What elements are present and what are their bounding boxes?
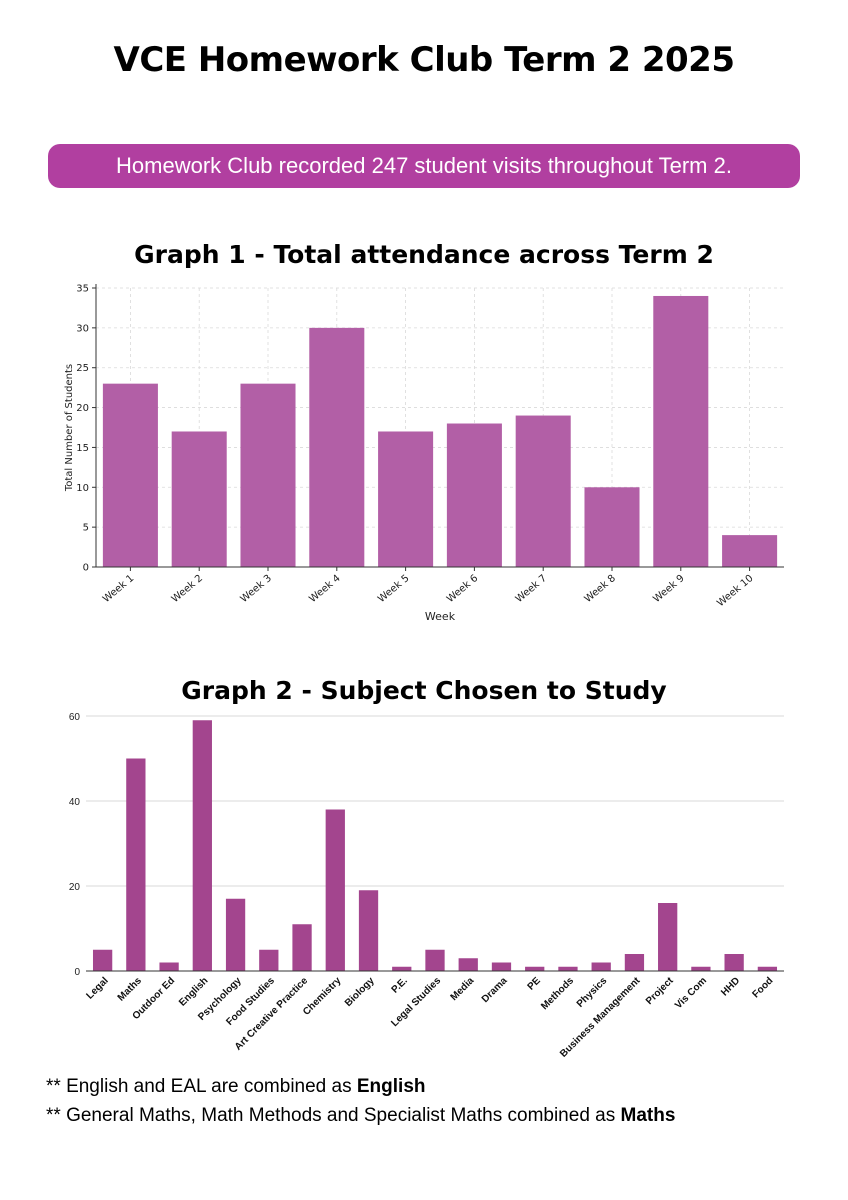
bar (325, 809, 345, 971)
y-tick-label: 20 (69, 882, 81, 893)
x-tick-label: P.E. (390, 975, 410, 995)
y-axis-label: Total Number of Students (64, 364, 75, 492)
bar (292, 924, 312, 971)
bar (724, 954, 744, 971)
x-tick-label: Drama (480, 975, 510, 1005)
bar (392, 966, 412, 971)
bar (446, 423, 502, 567)
bar (722, 535, 778, 567)
bar (259, 949, 279, 971)
bar (624, 954, 645, 971)
y-tick-label: 25 (76, 363, 89, 374)
footnote-maths: ** General Maths, Math Methods and Speci… (46, 1105, 676, 1126)
bar (192, 720, 212, 971)
subject-chart-title: Graph 2 - Subject Chosen to Study (181, 676, 667, 705)
x-tick-label: Biology (343, 975, 377, 1009)
bar (171, 431, 227, 567)
y-tick-label: 0 (74, 967, 80, 978)
bar (159, 962, 179, 971)
bar (425, 949, 445, 971)
y-tick-label: 60 (69, 712, 81, 723)
x-tick-label: Legal (84, 975, 110, 1001)
bar (691, 966, 711, 971)
bar (102, 383, 158, 567)
x-tick-label: HHD (719, 975, 742, 998)
summary-banner: Homework Club recorded 247 student visit… (48, 144, 800, 188)
x-tick-label: Media (449, 975, 477, 1003)
bar (309, 327, 365, 567)
bar (358, 890, 379, 971)
y-tick-label: 0 (83, 563, 89, 574)
x-tick-label: Methods (539, 975, 576, 1012)
x-tick-label: English (177, 975, 210, 1008)
bar (757, 966, 778, 971)
x-tick-label: PE (526, 975, 543, 992)
footnotes: ** English and EAL are combined as Engli… (46, 1072, 826, 1130)
y-tick-label: 35 (76, 284, 89, 295)
x-tick-label: Maths (116, 975, 145, 1004)
attendance-chart-title: Graph 1 - Total attendance across Term 2 (134, 240, 714, 269)
bar (126, 758, 146, 971)
y-tick-label: 5 (83, 523, 89, 534)
x-tick-label: Vis Com (673, 975, 709, 1011)
bar (491, 962, 512, 971)
bar (653, 295, 709, 567)
bar (378, 431, 434, 567)
x-tick-label: Project (644, 975, 676, 1007)
page-title: VCE Homework Club Term 2 2025 (113, 40, 736, 80)
y-tick-label: 30 (76, 323, 89, 334)
y-tick-label: 15 (76, 443, 89, 454)
bar (515, 415, 571, 567)
y-tick-label: 20 (76, 403, 89, 414)
y-tick-label: 40 (69, 797, 81, 808)
y-tick-label: 10 (76, 483, 89, 494)
bar (225, 898, 246, 971)
bar (591, 962, 611, 971)
bar (240, 383, 296, 567)
footnote-english: ** English and EAL are combined as Engli… (46, 1076, 426, 1097)
bar (658, 903, 678, 971)
bar (558, 966, 578, 971)
x-axis-label: Week (425, 610, 456, 623)
x-tick-label: Food (750, 975, 775, 1000)
bar (458, 958, 478, 971)
bar (525, 966, 545, 971)
bar (92, 949, 113, 971)
bar (584, 487, 640, 567)
